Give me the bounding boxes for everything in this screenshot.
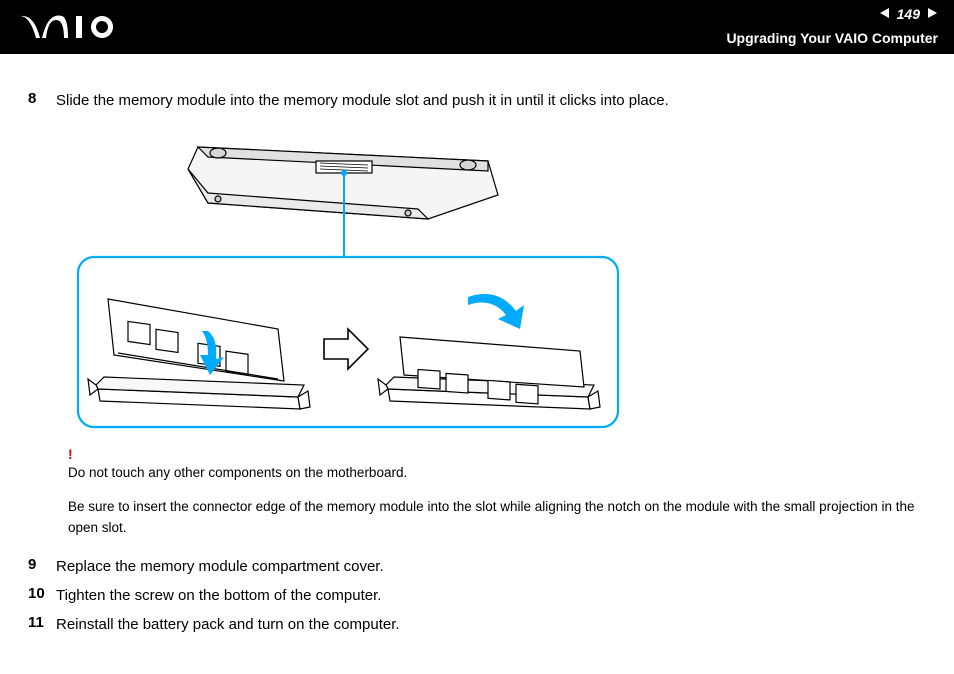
memory-module-seated [378,337,600,409]
step-number: 9 [28,556,56,573]
click-down-arrow-icon [468,294,524,329]
memory-install-diagram [68,129,628,439]
step-text: Replace the memory module compartment co… [56,556,384,577]
page-nav: 149 [879,6,938,22]
step-11: 11 Reinstall the battery pack and turn o… [28,614,926,635]
callout-dot [341,170,347,176]
step-10: 10 Tighten the screw on the bottom of th… [28,585,926,606]
nav-next-icon[interactable] [926,6,938,22]
warning-block: ! Do not touch any other components on t… [68,447,926,483]
warning-text: Do not touch any other components on the… [68,463,926,483]
step-text: Slide the memory module into the memory … [56,90,669,111]
step-9: 9 Replace the memory module compartment … [28,556,926,577]
step-number: 10 [28,585,56,602]
step-text: Reinstall the battery pack and turn on t… [56,614,400,635]
step-number: 11 [28,614,56,631]
page-content: 8 Slide the memory module into the memor… [0,54,954,635]
note-text: Be sure to insert the connector edge of … [68,497,926,538]
warning-icon: ! [68,447,926,461]
page-header: 149 Upgrading Your VAIO Computer [0,0,954,54]
nav-prev-icon[interactable] [879,6,891,22]
step-number: 8 [28,90,56,107]
step-8: 8 Slide the memory module into the memor… [28,90,926,111]
step-text: Tighten the screw on the bottom of the c… [56,585,381,606]
steps-lower: 9 Replace the memory module compartment … [28,556,926,635]
page-number: 149 [897,6,920,22]
section-title: Upgrading Your VAIO Computer [726,30,938,46]
vaio-logo [18,10,138,49]
memory-module-insert [88,299,310,409]
sequence-arrow-icon [324,329,368,369]
